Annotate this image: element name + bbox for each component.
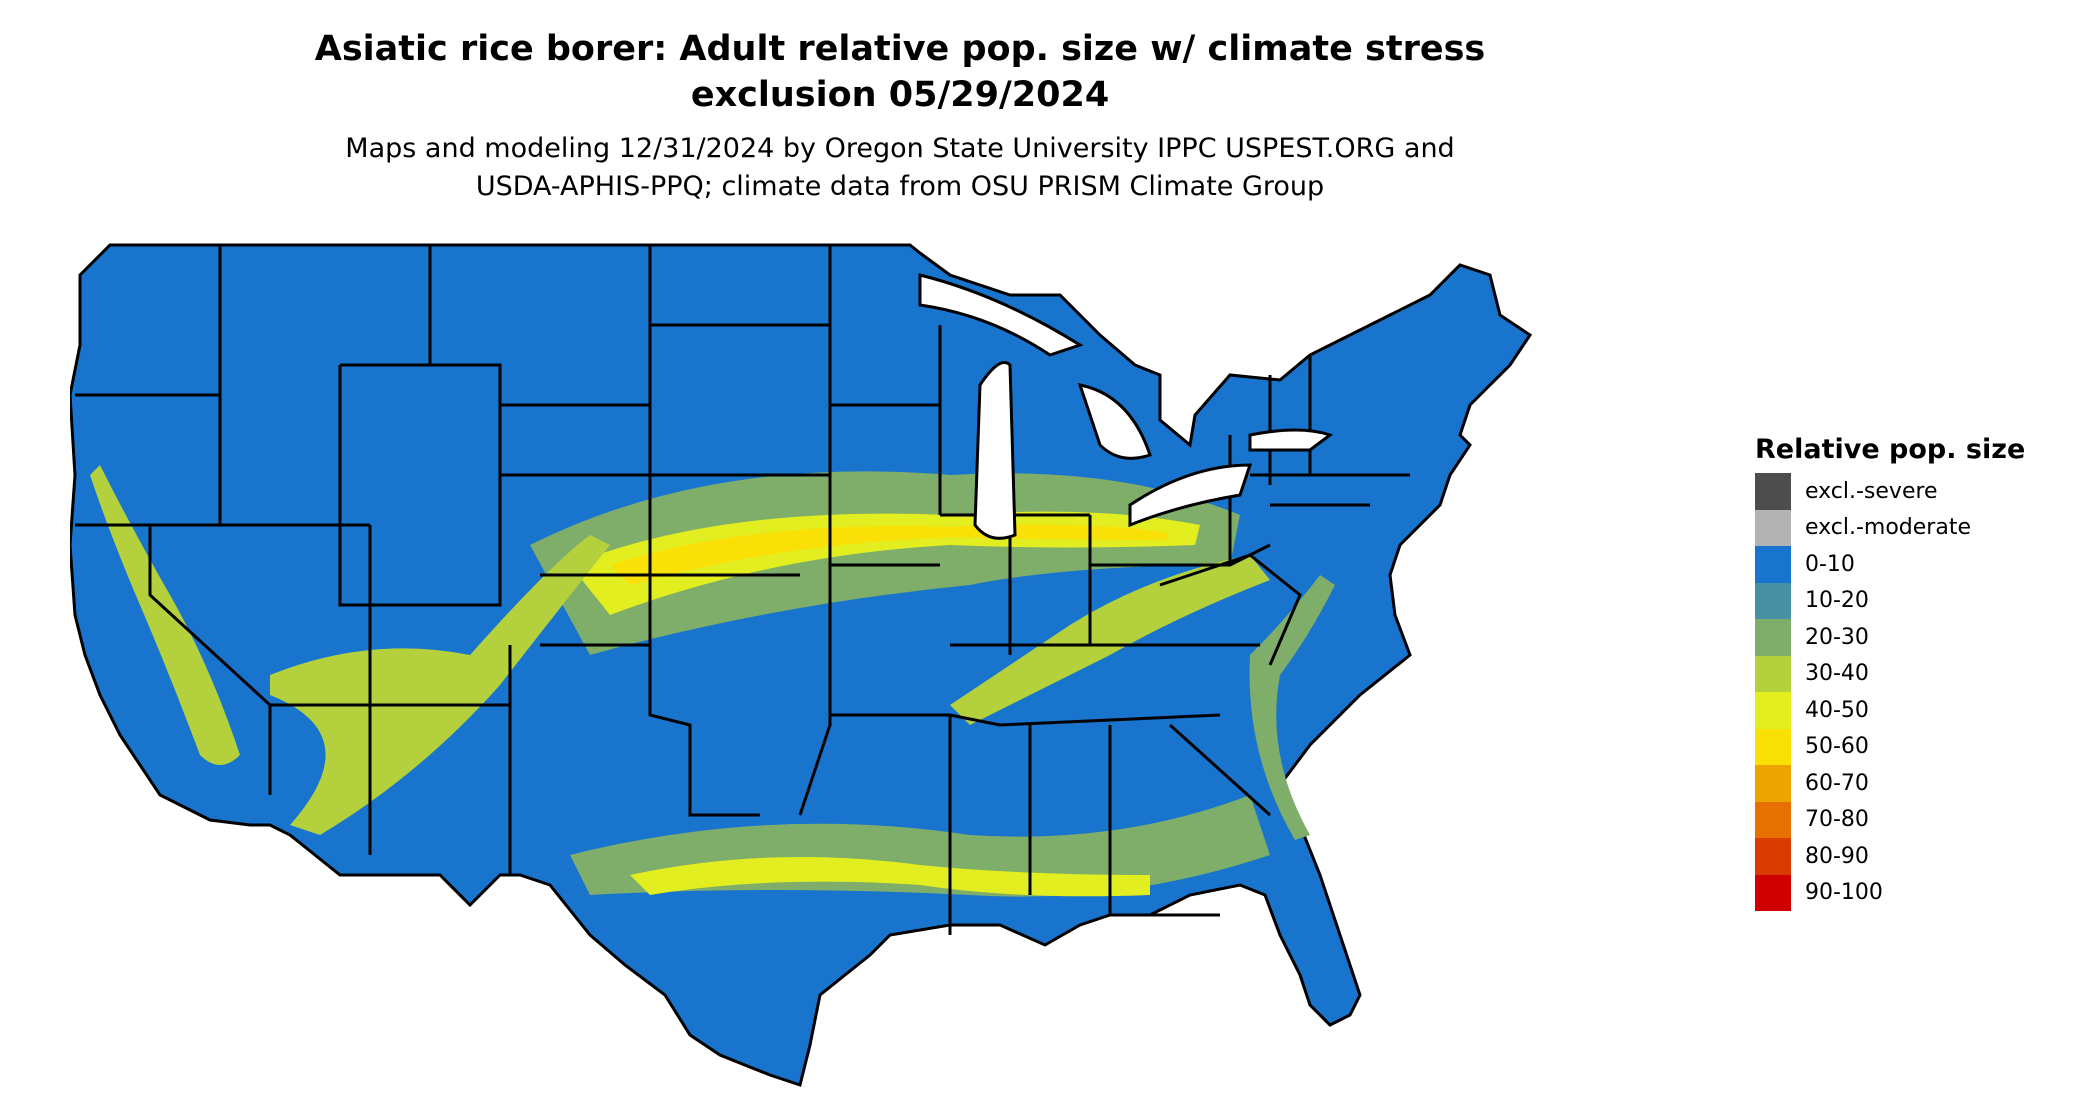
us-map	[70, 243, 1533, 1087]
title-line-2: exclusion 05/29/2024	[690, 75, 1110, 115]
legend-swatch	[1755, 655, 1791, 692]
legend-label: 20-30	[1805, 624, 1869, 650]
band-central-50-60	[610, 524, 1170, 585]
legend-swatch	[1755, 838, 1791, 875]
legend-label: excl.-moderate	[1805, 515, 1971, 541]
legend-title: Relative pop. size	[1755, 434, 2026, 465]
legend-label: 90-100	[1805, 880, 1883, 906]
legend-item: 20-30	[1755, 619, 2025, 656]
legend-swatch	[1755, 546, 1791, 583]
legend-item: 60-70	[1755, 765, 2025, 802]
legend-item: 10-20	[1755, 582, 2025, 619]
legend-item: 40-50	[1755, 692, 2025, 729]
legend-swatch	[1755, 692, 1791, 729]
legend-item: 90-100	[1755, 874, 2025, 911]
legend-swatch	[1755, 619, 1791, 656]
legend-item: 0-10	[1755, 546, 2025, 583]
legend-swatch	[1755, 473, 1791, 510]
legend-label: 80-90	[1805, 843, 1869, 869]
legend-item: 30-40	[1755, 655, 2025, 692]
suitability-bands	[90, 465, 1335, 897]
legend-label: 0-10	[1805, 551, 1855, 577]
legend-label: 40-50	[1805, 697, 1869, 723]
legend-item: excl.-moderate	[1755, 509, 2025, 546]
legend-label: 60-70	[1805, 770, 1869, 796]
legend-label: 50-60	[1805, 734, 1869, 760]
map-title: Asiatic rice borer: Adult relative pop. …	[180, 26, 1620, 118]
legend-swatch	[1755, 582, 1791, 619]
state-boundaries	[75, 245, 1410, 935]
band-california-30-40	[90, 465, 240, 765]
band-southwest-30-40	[270, 535, 610, 835]
legend-items: excl.-severe excl.-moderate 0-10 10-20 20-30…	[1755, 473, 2025, 911]
band-gulf-40-50	[630, 857, 1150, 897]
band-atlantic-20-30	[1249, 575, 1335, 840]
map-subtitle: Maps and modeling 12/31/2024 by Oregon S…	[180, 130, 1620, 206]
legend-swatch	[1755, 801, 1791, 838]
great-lakes	[918, 273, 1334, 540]
legend-item: 80-90	[1755, 838, 2025, 875]
subtitle-line-1: Maps and modeling 12/31/2024 by Oregon S…	[345, 133, 1455, 164]
legend-swatch	[1755, 765, 1791, 802]
subtitle-line-2: USDA-APHIS-PPQ; climate data from OSU PR…	[475, 171, 1325, 202]
legend-label: 70-80	[1805, 807, 1869, 833]
legend-swatch	[1755, 509, 1791, 546]
legend-item: 70-80	[1755, 801, 2025, 838]
legend-label: excl.-severe	[1805, 478, 1938, 504]
legend-item: excl.-severe	[1755, 473, 2025, 510]
legend-item: 50-60	[1755, 728, 2025, 765]
legend-label: 30-40	[1805, 661, 1869, 687]
legend-swatch	[1755, 874, 1791, 911]
legend-swatch	[1755, 728, 1791, 765]
title-line-1: Asiatic rice borer: Adult relative pop. …	[314, 29, 1486, 69]
band-appalachian-30-40	[950, 555, 1270, 725]
legend: Relative pop. size excl.-severe excl.-mod…	[1755, 433, 2025, 911]
legend-label: 10-20	[1805, 588, 1869, 614]
